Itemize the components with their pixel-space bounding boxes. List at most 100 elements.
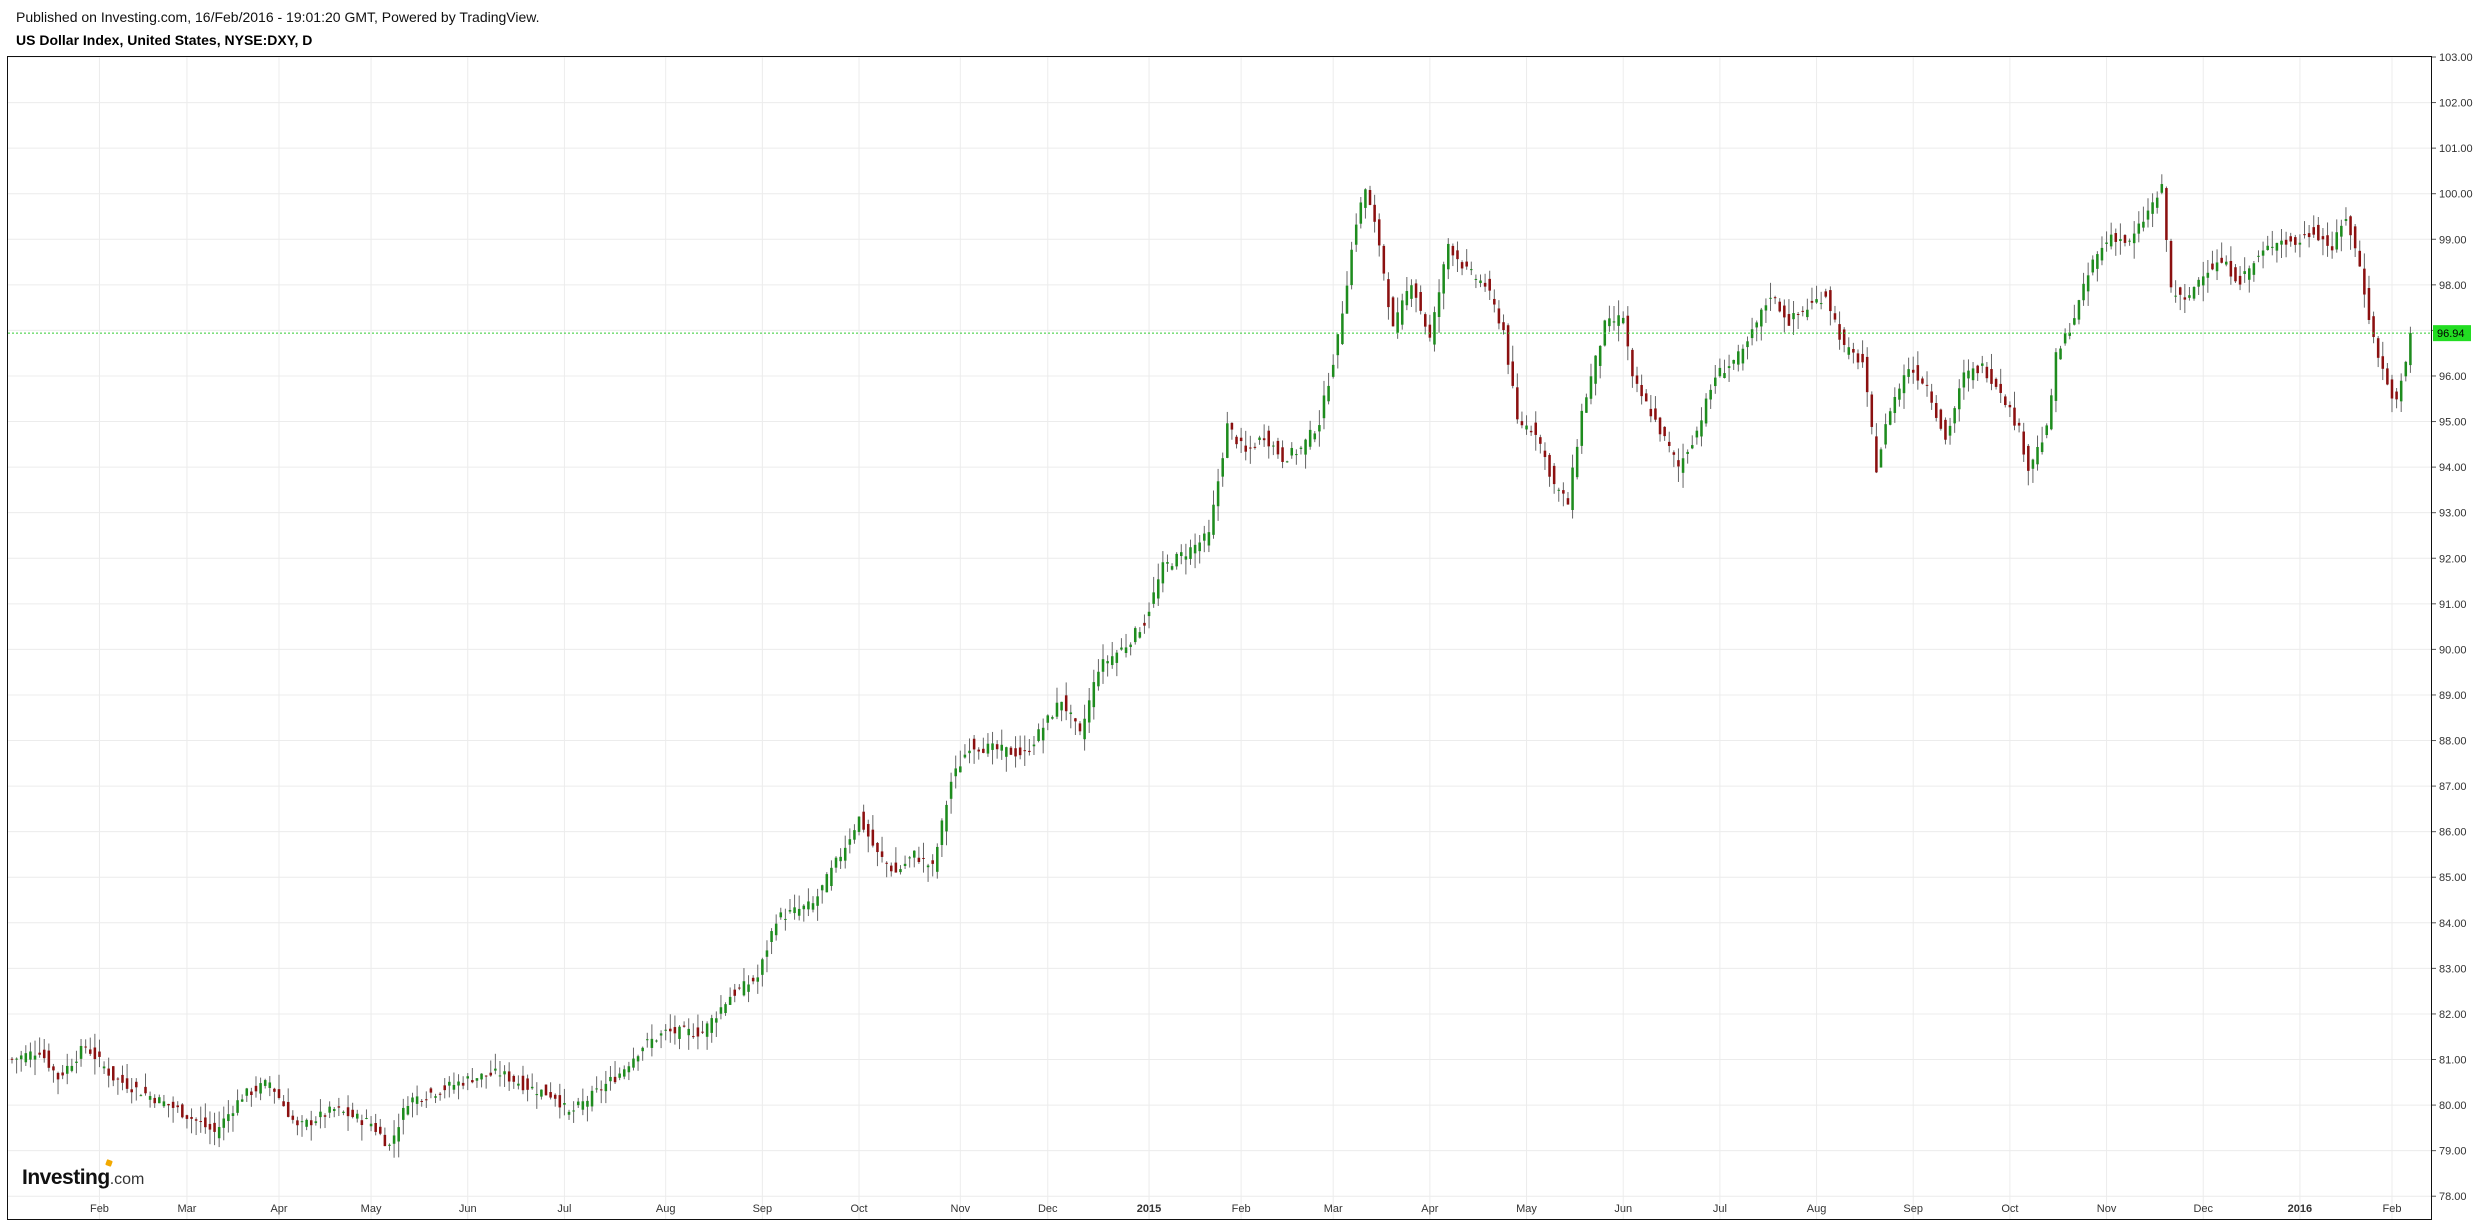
candle-body — [1336, 334, 1340, 356]
y-tick-label: 93.00 — [2439, 508, 2467, 520]
candle-body — [2307, 233, 2311, 238]
candle-body — [2073, 318, 2076, 325]
candle-body — [383, 1134, 387, 1147]
candle-body — [434, 1096, 437, 1098]
candle-body — [959, 766, 962, 773]
candle-body — [696, 1027, 700, 1037]
candle-body — [70, 1065, 74, 1071]
candle-body — [1575, 446, 1579, 478]
candle-body — [1543, 450, 1547, 458]
candle-body — [337, 1106, 341, 1108]
candle-body — [369, 1123, 373, 1127]
candle-body — [1267, 430, 1271, 447]
candle-body — [1760, 309, 1763, 327]
candle-body — [1451, 245, 1455, 256]
candle-body — [1041, 727, 1045, 741]
candle-body — [332, 1108, 336, 1111]
candle-body — [1806, 309, 1809, 318]
axes: 78.00 79.00 80.00 81.00 82.00 83.00 84.00 85.00… — [8, 52, 2473, 1215]
candle-body — [1681, 458, 1685, 473]
candle-body — [622, 1069, 626, 1077]
candle-body — [1092, 682, 1096, 708]
candle-body — [876, 842, 879, 853]
candle-body — [899, 869, 902, 873]
candle-body — [1147, 611, 1151, 617]
candle-body — [144, 1086, 147, 1094]
candle-body — [1534, 422, 1538, 435]
y-tick-label: 91.00 — [2439, 599, 2467, 611]
candle-body — [1506, 325, 1510, 365]
candle-body — [1396, 312, 1399, 333]
candle-body — [2303, 234, 2306, 236]
candle-body — [1819, 303, 1823, 305]
candle-body — [581, 1101, 585, 1110]
candle-body — [558, 1095, 562, 1108]
candle-body — [2404, 361, 2408, 377]
candle-body — [1557, 489, 1561, 491]
candle-body — [1465, 261, 1468, 267]
y-tick-label: 78.00 — [2439, 1191, 2467, 1203]
candle-body — [646, 1039, 649, 1041]
candle-body — [2326, 235, 2329, 246]
candle-body — [1672, 452, 1676, 455]
candle-body — [526, 1078, 529, 1090]
y-tick-label: 94.00 — [2439, 462, 2467, 474]
y-tick-label: 90.00 — [2439, 644, 2467, 656]
candle-body — [1925, 384, 1929, 386]
candle-body — [1497, 308, 1501, 324]
candle-body — [2206, 272, 2210, 278]
candle-body — [2091, 259, 2095, 273]
candle-body — [1419, 291, 1422, 311]
candle-body — [517, 1083, 520, 1086]
candle-body — [1359, 202, 1363, 224]
candle-body — [2013, 407, 2016, 426]
candle-body — [1870, 394, 1874, 427]
candle-body — [374, 1123, 377, 1132]
candle-body — [590, 1090, 594, 1107]
candle-body — [2027, 445, 2030, 471]
candle-body — [1907, 369, 1910, 377]
candle-body — [742, 981, 746, 996]
x-tick-label: Dec — [1038, 1203, 1058, 1215]
candle-body — [484, 1075, 488, 1077]
candle-body — [655, 1040, 658, 1042]
y-tick-label: 102.00 — [2439, 98, 2473, 110]
candle-body — [1783, 305, 1786, 318]
candle-body — [2234, 267, 2237, 282]
candle-body — [2252, 263, 2256, 275]
y-tick-label: 98.00 — [2439, 280, 2467, 292]
candle-body — [1930, 391, 1933, 403]
candle-body — [949, 781, 953, 799]
candle-body — [222, 1118, 226, 1128]
candle-body — [33, 1055, 37, 1060]
candle-body — [1474, 278, 1478, 280]
candle-body — [296, 1120, 299, 1126]
candle-body — [1483, 282, 1487, 287]
candle-body — [2151, 202, 2154, 214]
investing-logo[interactable]: Investing.com — [22, 1159, 144, 1190]
candle-body — [1898, 388, 1901, 400]
candle-body — [1994, 378, 1998, 387]
candle-body — [945, 804, 948, 832]
candle-body — [360, 1120, 364, 1126]
candle-body — [922, 857, 925, 859]
candle-body — [834, 857, 838, 868]
candle-body — [2059, 348, 2062, 360]
candle-body — [1916, 365, 1920, 381]
candle-body — [1028, 750, 1031, 753]
candle-body — [2036, 446, 2039, 465]
candle-body — [669, 1028, 672, 1032]
candle-body — [1322, 395, 1326, 419]
candle-body — [1331, 364, 1335, 377]
candle-body — [1193, 544, 1197, 554]
candle-body — [1520, 421, 1524, 426]
candle-body — [1488, 278, 1491, 291]
candle-body — [2004, 396, 2007, 406]
candle-body — [2077, 300, 2081, 320]
candle-body — [1727, 366, 1731, 369]
candle-body — [1308, 429, 1312, 447]
candle-body — [747, 984, 750, 992]
y-tick-label: 100.00 — [2439, 189, 2473, 201]
candle-body — [1649, 408, 1653, 417]
